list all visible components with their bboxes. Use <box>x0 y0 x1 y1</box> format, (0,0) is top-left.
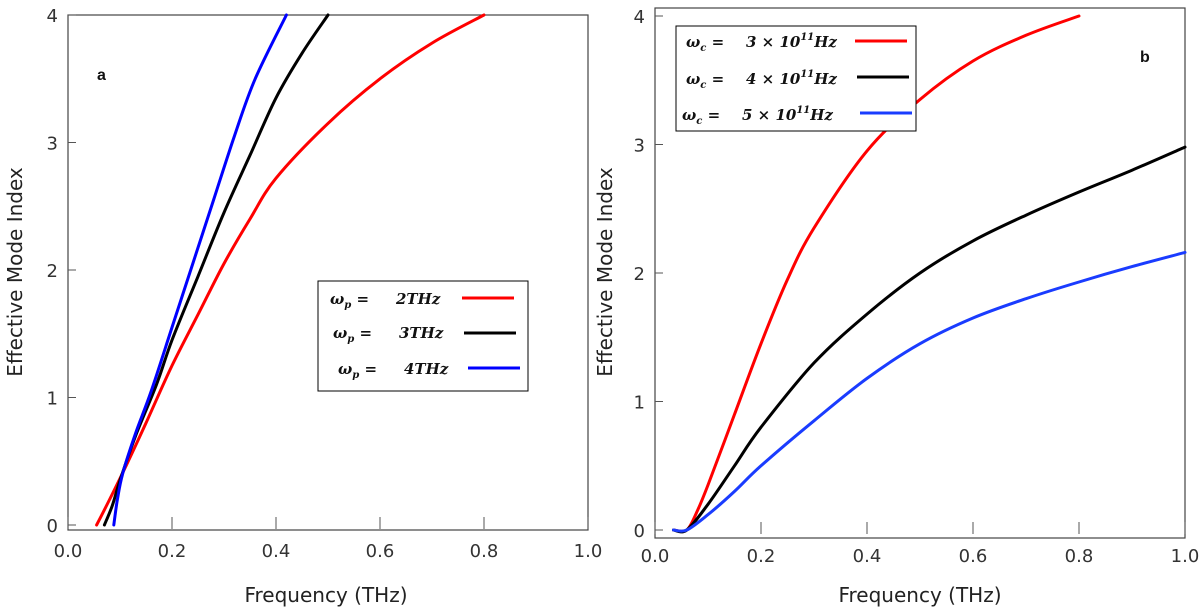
legend-text-b-1: 3 × 10 <box>746 33 801 51</box>
legend-entry-a-1: ωp = 2THz <box>330 290 514 311</box>
x-tick-label-b: 0.2 <box>747 546 776 567</box>
panel-label-a: a <box>97 67 106 84</box>
legend-symbol: ωc = <box>682 106 720 127</box>
x-tick-label-a: 0.0 <box>54 541 83 562</box>
legend-symbol: ωc = <box>686 70 724 91</box>
legend-entry-a-3: ωp = 4THz <box>338 360 520 381</box>
legend-symbol: ωp = <box>330 290 369 311</box>
legend-exp-b-2: 11 <box>800 69 814 80</box>
x-tick-label-a: 1.0 <box>574 541 603 562</box>
legend-entry-a-2: ωp = 3THz <box>333 324 516 345</box>
x-axis-label-a: Frequency (THz) <box>244 583 407 607</box>
y-axis-label-a: Effective Mode Index <box>3 167 27 377</box>
legend-entry-b-2: ωc = 4 × 1011Hz <box>686 69 909 91</box>
x-tick-label-b: 0.6 <box>959 546 988 567</box>
legend-exp-b-1: 11 <box>800 32 814 43</box>
legend-text-b-3: 5 × 10 <box>742 106 797 124</box>
x-tick-label-b: 0.0 <box>641 546 670 567</box>
y-tick-label-a: 0 <box>47 516 58 537</box>
x-tick-label-a: 0.6 <box>366 541 395 562</box>
x-tick-label-a: 0.8 <box>470 541 499 562</box>
panel-b: 0.0 0.2 0.4 0.6 0.8 1.0 0 1 2 3 4 b Frequency (THz… <box>593 7 1199 607</box>
x-tick-label-b: 0.4 <box>853 546 882 567</box>
legend-value-b-3: 5 × 1011Hz <box>742 105 833 124</box>
series-line-b-3 <box>672 250 1187 533</box>
x-tick-label-b: 1.0 <box>1171 546 1200 567</box>
y-tick-label-b: 3 <box>634 136 645 157</box>
legend-unit-b-1: Hz <box>813 33 837 51</box>
legend-b: ωc = 3 × 1011Hz ωc = 4 × 1011Hz ωc = 5 ×… <box>675 25 917 132</box>
y-tick-label-b: 2 <box>634 264 645 285</box>
panel-label-b: b <box>1140 49 1150 66</box>
legend-unit-b-3: Hz <box>809 106 833 124</box>
x-axis-label-b: Frequency (THz) <box>838 583 1001 607</box>
legend-text-a-2: 3THz <box>399 324 444 342</box>
x-tick-label-a: 0.2 <box>158 541 187 562</box>
x-tick-label-b: 0.8 <box>1065 546 1094 567</box>
y-tick-label-b: 0 <box>634 521 645 542</box>
x-tick-label-a: 0.4 <box>262 541 291 562</box>
y-tick-label-a: 1 <box>47 389 58 410</box>
legend-text-b-2: 4 × 10 <box>746 70 801 88</box>
legend-a: ωp = 2THz ωp = 3THz ωp = 4THz <box>317 280 529 392</box>
legend-symbol: ωp = <box>333 324 372 345</box>
series-line-b-1 <box>672 14 1081 533</box>
legend-text-a-1: 2THz <box>395 290 441 308</box>
legend-entry-b-1: ωc = 3 × 1011Hz <box>686 32 907 54</box>
y-tick-label-a: 4 <box>47 6 58 27</box>
legend-exp-b-3: 11 <box>796 105 810 116</box>
legend-value-b-2: 4 × 1011Hz <box>746 69 837 88</box>
panel-a: 0.0 0.2 0.4 0.6 0.8 1.0 0 1 2 3 4 a Frequency (THz… <box>3 6 602 607</box>
y-tick-label-b: 4 <box>634 7 645 28</box>
legend-text-a-3: 4THz <box>404 360 449 378</box>
legend-unit-b-2: Hz <box>813 70 837 88</box>
legend-symbol: ωc = <box>686 33 724 54</box>
y-tick-label-a: 3 <box>47 134 58 155</box>
legend-symbol: ωp = <box>338 360 377 381</box>
legend-value-b-1: 3 × 1011Hz <box>746 32 837 51</box>
legend-entry-b-3: ωc = 5 × 1011Hz <box>682 105 912 127</box>
y-tick-label-b: 1 <box>634 393 645 414</box>
plot-frame-a <box>67 14 589 531</box>
y-axis-label-b: Effective Mode Index <box>593 167 617 377</box>
series-line-a-3 <box>112 13 288 527</box>
y-tick-label-a: 2 <box>47 261 58 282</box>
series-line-b-2 <box>672 145 1187 534</box>
